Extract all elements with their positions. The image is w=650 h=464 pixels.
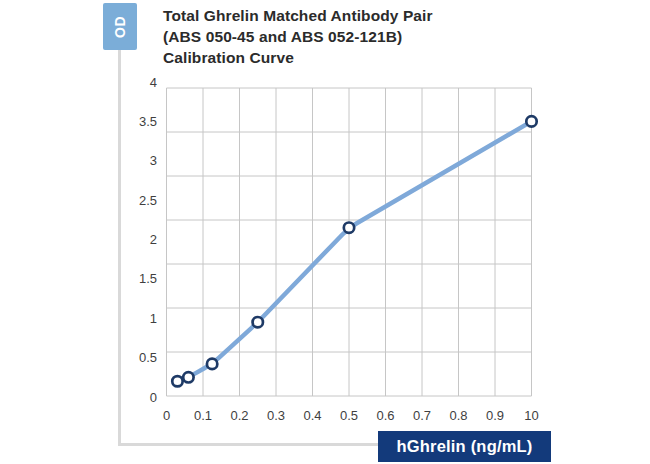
x-tick-label: 0.9 bbox=[486, 408, 504, 423]
data-point-marker bbox=[183, 372, 193, 382]
x-tick-label: 10 bbox=[524, 408, 538, 423]
y-tick-label: 1.5 bbox=[139, 271, 157, 286]
y-tick-label: 2.5 bbox=[139, 193, 157, 208]
y-tick-label: 3.5 bbox=[139, 114, 157, 129]
x-tick-label: 0.1 bbox=[194, 408, 212, 423]
data-point-marker bbox=[344, 222, 354, 232]
x-tick-labels: 0 0.1 0.2 0.3 0.4 0.5 0.6 0.7 0.8 0.9 10 bbox=[163, 408, 539, 423]
x-tick-label: 0.5 bbox=[340, 408, 358, 423]
x-tick-label: 0.4 bbox=[303, 408, 321, 423]
y-tick-label: 0 bbox=[150, 390, 157, 405]
x-tick-label: 0 bbox=[163, 408, 170, 423]
x-axis-badge: hGhrelin (ng/mL) bbox=[378, 431, 551, 462]
calibration-chart: 43.532.521.510.5000.10.20.30.40.50.60.70… bbox=[0, 0, 650, 464]
x-axis-label: hGhrelin (ng/mL) bbox=[396, 437, 532, 456]
y-tick-label: 1 bbox=[150, 311, 157, 326]
x-tick-label: 0.2 bbox=[230, 408, 248, 423]
calibration-line bbox=[177, 121, 531, 381]
x-tick-label: 0.8 bbox=[449, 408, 467, 423]
data-point-markers bbox=[172, 116, 536, 386]
calibration-curve-page: OD Total Ghrelin Matched Antibody Pair (… bbox=[0, 0, 650, 464]
data-point-marker bbox=[172, 376, 182, 386]
x-tick-label: 0.6 bbox=[376, 408, 394, 423]
data-point-marker bbox=[253, 317, 263, 327]
y-tick-label: 3 bbox=[150, 153, 157, 168]
y-tick-label: 4 bbox=[150, 75, 157, 90]
y-tick-labels: 4 3.5 3 2.5 2 1.5 1 0.5 0 bbox=[139, 75, 157, 405]
y-tick-label: 0.5 bbox=[139, 350, 157, 365]
x-tick-label: 0.7 bbox=[413, 408, 431, 423]
plot-gridlines bbox=[167, 88, 532, 396]
y-tick-label: 2 bbox=[150, 232, 157, 247]
x-tick-label: 0.3 bbox=[267, 408, 285, 423]
data-point-marker bbox=[526, 116, 536, 126]
data-point-marker bbox=[207, 359, 217, 369]
